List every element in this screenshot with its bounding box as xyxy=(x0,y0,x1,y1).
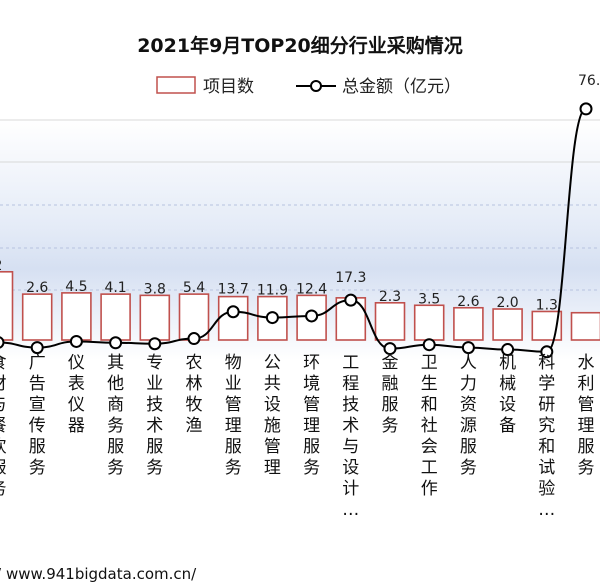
amount-point xyxy=(422,338,436,352)
category-label: 科学研究和试验… xyxy=(538,353,555,520)
amount-value-label: 3.5 xyxy=(418,291,440,307)
legend-line-label: 总金额（亿元） xyxy=(342,77,461,97)
amount-value-label: 76. xyxy=(578,73,600,89)
category-label: 工程技术与设计… xyxy=(342,353,359,520)
amount-point xyxy=(226,305,240,319)
bar xyxy=(413,304,445,341)
bar xyxy=(217,295,249,341)
chart-title: 2021年9月TOP20细分行业采购情况 xyxy=(137,34,463,57)
legend-bar-swatch xyxy=(156,76,196,94)
amount-value-label: 5.4 xyxy=(183,280,205,296)
line-layer xyxy=(0,102,593,359)
amount-point xyxy=(383,342,397,356)
amount-value-label: 13.7 xyxy=(218,282,249,298)
amount-value-label: 2.3 xyxy=(379,289,401,305)
bar xyxy=(21,293,53,341)
bar xyxy=(61,292,92,341)
amount-point xyxy=(579,102,593,116)
legend: 项目数 总金额（亿元） xyxy=(156,76,461,97)
category-label: 人力资源服务 xyxy=(460,353,477,478)
legend-line-marker xyxy=(310,80,322,92)
amount-point xyxy=(30,341,44,355)
amount-point xyxy=(148,337,162,351)
amount-value-label: 2.0 xyxy=(496,295,518,311)
category-label: 水利管理服务 xyxy=(578,353,595,478)
category-label: 卫生和社会工作 xyxy=(421,353,438,499)
bar xyxy=(139,294,171,341)
footer-source: www.941bigdata.com.cn/ xyxy=(6,565,197,583)
category-label: 仪表仪器 xyxy=(68,353,85,436)
amount-value-label: 12.4 xyxy=(296,281,327,297)
amount-value-label: 3.8 xyxy=(144,281,166,297)
amount-value-label: 4.1 xyxy=(104,280,126,296)
category-label: 农林牧渔 xyxy=(186,353,203,436)
grid-lines xyxy=(0,119,600,291)
amount-point xyxy=(187,332,201,346)
amount-point xyxy=(265,311,279,325)
amount-value-label: 2.6 xyxy=(457,294,479,310)
amount-value-label: 11.9 xyxy=(257,283,288,299)
legend-bar-label: 项目数 xyxy=(203,77,254,97)
bar xyxy=(374,301,406,341)
amount-point xyxy=(109,336,123,350)
category-label: 专业技术服务 xyxy=(146,353,163,478)
amount-point xyxy=(461,341,475,355)
amount-value-label: 17.3 xyxy=(335,270,366,286)
bar xyxy=(492,308,523,341)
category-label: 食材与餐饮服务 xyxy=(0,353,7,499)
bar xyxy=(0,270,14,341)
amount-point xyxy=(540,345,554,359)
amount-value-label: 2.6 xyxy=(26,280,48,296)
amount-point xyxy=(305,309,319,323)
amount-value-label: 1.3 xyxy=(536,297,558,313)
category-label: 物业管理服务 xyxy=(225,353,242,478)
category-labels: 食材与餐饮服务 广告宣传服务 仪表仪器 其他商务服务 专业技术服务 农林牧渔 物业管理服务 公… xyxy=(0,353,595,520)
bar xyxy=(453,306,484,341)
category-label: 广告宣传服务 xyxy=(29,353,46,478)
category-label: 其他商务服务 xyxy=(107,353,124,478)
category-label: 金融服务 xyxy=(382,353,399,436)
category-label: 机械设备 xyxy=(499,353,516,436)
amount-point xyxy=(0,336,5,349)
amount-point xyxy=(344,293,358,307)
amount-value-label: 4.5 xyxy=(65,279,87,295)
value-labels: 2 2.6 4.5 4.1 3.8 5.4 13.7 11.9 12.4 17.3 2.3 3.5 2.… xyxy=(0,73,600,314)
amount-point xyxy=(501,343,515,357)
category-label: 公共设施管理 xyxy=(264,353,281,478)
footer-source-prefix: / xyxy=(0,565,2,583)
amount-point xyxy=(69,334,83,348)
bar xyxy=(100,293,131,341)
amount-value-label: 2 xyxy=(0,258,2,274)
category-label: 环境管理服务 xyxy=(303,353,320,478)
bar xyxy=(570,311,600,341)
